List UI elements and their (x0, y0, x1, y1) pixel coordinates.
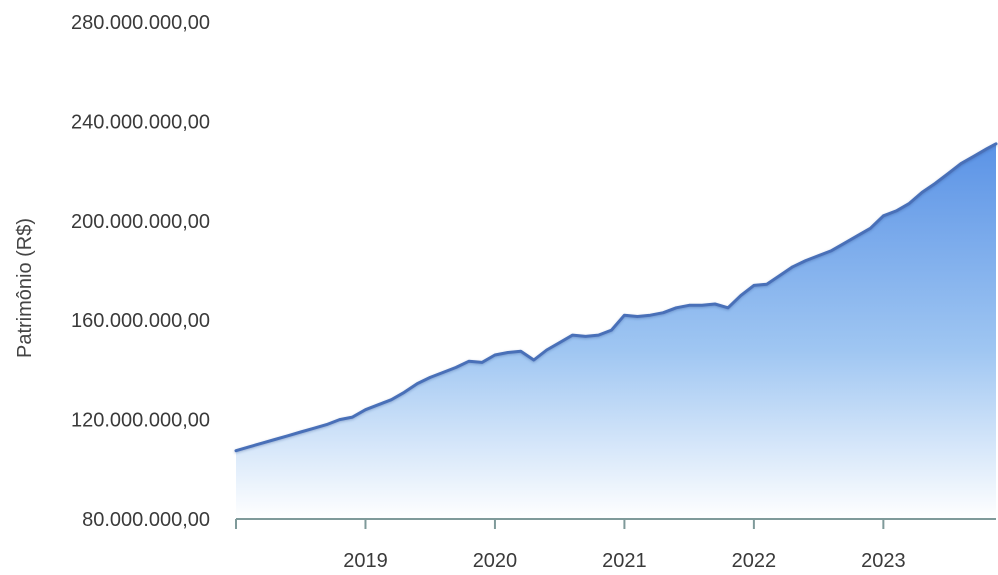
x-tick-label: 2023 (861, 550, 906, 572)
series-line (234, 142, 998, 453)
x-tick-label: 2021 (602, 550, 647, 572)
x-tick-label: 2019 (343, 550, 388, 572)
x-tick-label: 2020 (473, 550, 518, 572)
area-layer (234, 142, 998, 520)
x-axis-ticks: 2019 2020 2021 2022 2023 (235, 519, 906, 572)
y-tick-label: 120.000.000,00 (71, 410, 210, 432)
y-tick-label: 80.000.000,00 (82, 509, 210, 531)
y-tick-label: 160.000.000,00 (71, 310, 210, 332)
area-fill (236, 143, 996, 520)
y-tick-label: 280.000.000,00 (71, 12, 210, 34)
y-tick-label: 240.000.000,00 (71, 111, 210, 133)
y-axis-title-group: Patrimônio (R$) (14, 218, 36, 358)
y-axis-ticks: 80.000.000,00 120.000.000,00 160.000.000,0… (71, 12, 210, 531)
x-tick-label: 2022 (732, 550, 777, 572)
y-tick-label: 200.000.000,00 (71, 211, 210, 233)
y-axis-title: Patrimônio (R$) (14, 218, 36, 358)
